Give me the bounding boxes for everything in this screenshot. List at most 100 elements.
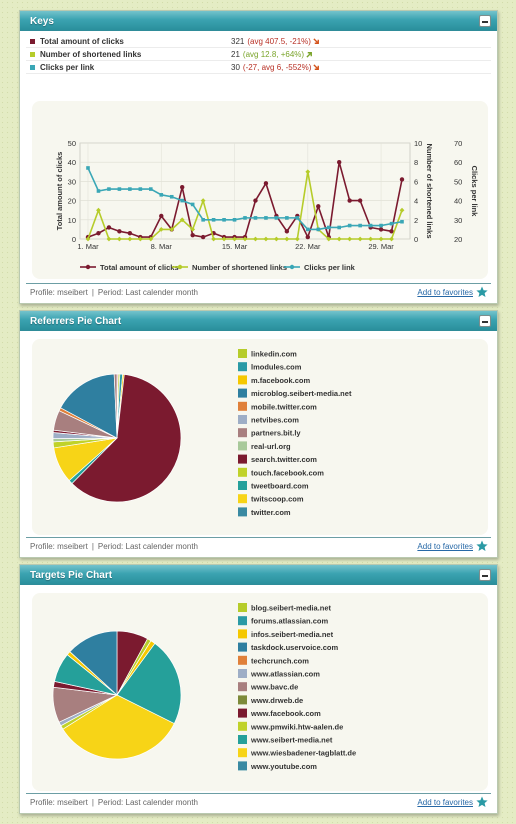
data-point [326,236,332,242]
data-point [347,198,352,203]
legend-swatch [238,721,247,731]
legend-label: twitter.com [251,508,291,517]
links-bullet-icon [30,52,35,57]
data-point [253,216,258,220]
data-point [86,166,90,170]
legend-label: www.drweb.de [250,696,303,705]
data-point [222,218,226,222]
x-tick-label: 1. Mar [77,242,99,251]
key-label: Total amount of clicks [40,37,124,46]
data-point [357,236,363,242]
data-point [285,216,289,220]
data-point [148,236,154,242]
keys-collapse-button[interactable] [479,15,491,27]
legend-label: forums.atlassian.com [251,617,328,626]
profile-info: Profile: mseibert | Period: Last calender … [30,288,198,297]
trend-up-icon [306,52,313,58]
legend-swatch [238,642,247,652]
legend-swatch [238,349,247,358]
data-point [107,187,111,191]
profile-info: Profile: mseibert | Period: Last calender … [30,798,198,807]
legend-swatch [238,507,247,517]
star-icon[interactable] [476,286,488,298]
data-point [347,236,353,242]
y-tick-label: 30 [68,177,76,186]
data-point [200,234,206,240]
profile-info: Profile: mseibert | Period: Last calender … [30,542,198,551]
data-point [127,236,133,242]
key-row-links: Number of shortened links 21 (avg 12.8, +… [26,48,491,61]
legend-label: touch.facebook.com [251,468,324,477]
referrers-panel-title: Referrers Pie Chart [30,316,122,327]
data-point [305,234,310,240]
data-point [169,194,174,199]
referrers-collapse-button[interactable] [479,315,491,327]
data-point [96,231,101,236]
data-point [400,219,404,224]
plot-frame [79,142,411,240]
data-point [137,236,143,242]
key-label: Number of shortened links [40,50,142,59]
add-to-favorites-link[interactable]: Add to favorites [417,542,473,551]
legend-swatch [238,735,247,744]
data-point [378,227,384,232]
y2-tick-label: 2 [414,216,418,225]
legend-swatch [238,655,247,665]
pie-slice [62,694,175,760]
key-number: 30 [231,63,240,72]
data-point [263,236,269,242]
targets-collapse-button[interactable] [479,569,491,581]
x-tick-label: 8. Mar [151,242,173,251]
data-point [274,236,279,242]
data-point [158,227,164,232]
y3-tick-label: 40 [454,197,462,206]
legend-marker [289,264,295,270]
y3-tick-label: 30 [454,216,462,225]
data-point [179,217,185,223]
data-point [96,207,101,213]
y3-tick-label: 20 [454,235,462,244]
legend-swatch [238,603,247,612]
legend-label: www.seibert-media.net [250,736,333,745]
add-to-favorites-link[interactable]: Add to favorites [417,798,473,807]
targets-panel-footer: Profile: mseibert | Period: Last calender … [26,793,491,809]
star-icon[interactable] [476,540,488,552]
data-point [316,204,321,209]
data-point [232,218,237,222]
y3-axis-title: Clicks per link [470,166,479,218]
data-point [389,236,394,242]
x-tick-label: 15. Mar [222,242,248,251]
pie-slice [69,630,118,696]
legend-label: Total amount of clicks [100,263,179,272]
targets-panel-title: Targets Pie Chart [30,570,113,581]
key-row-clicks: Total amount of clicks 321 (avg 407.5, -2… [26,35,491,48]
referrers-panel-header: Referrers Pie Chart [20,311,497,331]
data-point [127,231,133,236]
legend-swatch [238,401,247,411]
keys-panel-title: Keys [30,16,54,27]
key-value: 30 (-27, avg 6, -552%) [231,63,320,72]
line-chart: 0 10 20 30 40 50 0 2 4 6 8 10 20 30 40 50 60 70 1. Mar 8. M… [55,139,479,272]
add-to-favorites-link[interactable]: Add to favorites [417,288,473,297]
data-point [180,198,184,203]
legend-swatch [238,362,247,372]
referrers-panel: Referrers Pie Chart linkedin.com lmodules… [19,310,498,558]
data-point [284,236,290,242]
legend-swatch [238,415,247,424]
targets-pie-area: blog.seibert-media.net forums.atlassian.c… [32,593,488,791]
legend-swatch [238,454,247,464]
star-icon[interactable] [476,796,488,808]
data-point [264,216,268,220]
pie-slice [71,374,182,503]
data-point [117,187,122,191]
data-point [190,232,195,238]
data-point [378,236,384,242]
legend-swatch [238,748,247,758]
data-point [337,160,342,165]
data-point [336,236,342,242]
data-point [201,218,205,222]
referrers-panel-footer: Profile: mseibert | Period: Last calender … [26,537,491,553]
data-point [190,202,195,207]
data-point [232,236,237,242]
data-point [253,198,258,203]
